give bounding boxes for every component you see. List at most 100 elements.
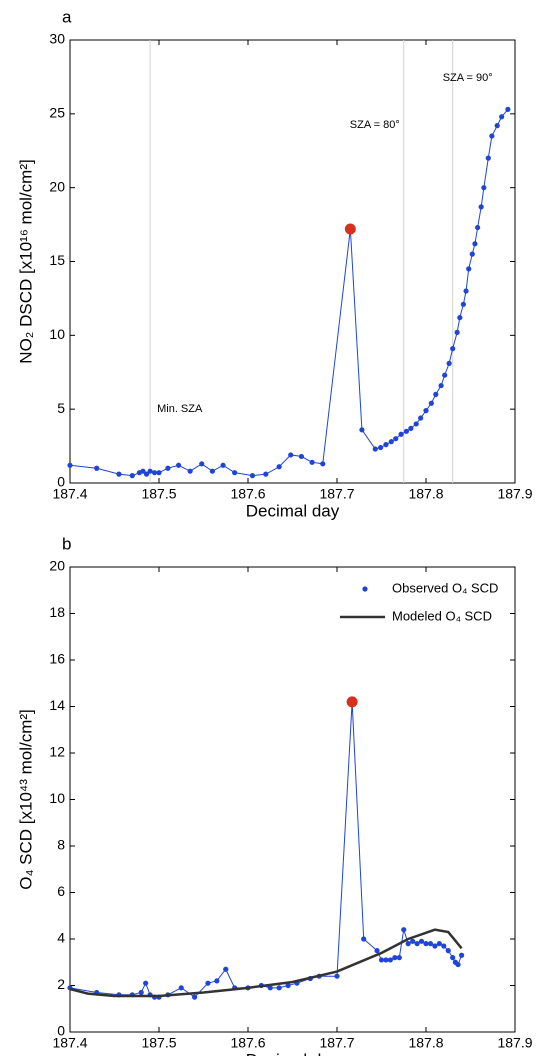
x-tick-label: 187.7	[319, 486, 354, 502]
data-point	[446, 360, 452, 366]
y-tick-label: 15	[49, 252, 65, 268]
data-point	[413, 421, 419, 427]
data-point	[288, 452, 294, 458]
data-point	[387, 957, 393, 963]
panel-label: a	[62, 7, 72, 26]
data-point	[361, 936, 367, 942]
x-tick-label: 187.9	[497, 486, 532, 502]
data-point	[410, 938, 416, 944]
data-point	[403, 428, 410, 434]
data-point	[489, 133, 495, 139]
data-point	[267, 985, 273, 991]
data-point	[438, 382, 444, 389]
data-point	[475, 224, 481, 231]
y-tick-label: 2	[57, 976, 65, 992]
data-point	[436, 941, 442, 947]
data-point	[393, 436, 399, 442]
data-point	[459, 952, 465, 958]
x-axis-title: Decimal day	[246, 1050, 340, 1056]
data-point	[334, 973, 340, 979]
annotation: Min. SZA	[157, 403, 203, 415]
y-tick-label: 30	[49, 31, 65, 47]
data-point	[457, 315, 463, 321]
y-tick-label: 25	[49, 105, 65, 121]
annotation: SZA = 90°	[443, 72, 493, 84]
data-point	[143, 471, 150, 477]
data-point	[401, 927, 407, 933]
data-point	[466, 266, 472, 272]
annotation: SZA = 80°	[350, 119, 400, 131]
data-point	[263, 471, 269, 477]
data-point	[138, 989, 144, 996]
data-point	[442, 372, 448, 378]
data-point	[359, 427, 365, 433]
data-point	[140, 468, 146, 474]
data-point	[405, 941, 411, 947]
data-point	[187, 468, 193, 474]
data-point	[481, 185, 487, 191]
x-tick-label: 187.5	[141, 1035, 176, 1051]
data-point	[418, 938, 425, 944]
data-point	[214, 978, 220, 984]
data-line	[69, 109, 509, 477]
data-point	[383, 957, 389, 963]
data-point	[298, 453, 304, 460]
y-tick-label: 20	[49, 178, 65, 194]
y-tick-label: 10	[49, 326, 65, 342]
data-point	[388, 439, 394, 445]
data-point	[209, 468, 215, 474]
data-point	[199, 461, 205, 467]
data-point	[165, 465, 171, 471]
data-point	[450, 346, 456, 352]
data-point	[276, 985, 282, 991]
data-point	[205, 980, 211, 986]
data-point	[499, 114, 505, 120]
y-tick-label: 10	[49, 790, 65, 806]
data-point	[408, 425, 414, 431]
legend-marker	[362, 586, 368, 592]
data-point	[374, 948, 380, 954]
data-point	[427, 941, 434, 947]
x-axis-title: Decimal day	[246, 501, 340, 520]
data-point	[175, 462, 182, 468]
x-tick-label: 187.8	[408, 486, 443, 502]
plot-area	[69, 39, 516, 484]
x-tick-label: 187.9	[497, 1035, 532, 1051]
data-point	[320, 461, 326, 467]
legend-label: Modeled O₄ SCD	[392, 608, 492, 623]
x-tick-label: 187.6	[230, 486, 265, 502]
data-point	[396, 955, 402, 961]
y-tick-label: 5	[57, 400, 65, 416]
data-point	[147, 468, 153, 474]
y-tick-label: 18	[49, 604, 65, 620]
plot-area	[69, 566, 516, 1033]
data-point	[156, 470, 162, 476]
y-tick-label: 14	[49, 697, 65, 713]
data-point	[423, 941, 429, 947]
model-line	[69, 928, 463, 998]
legend-label: Observed O₄ SCD	[392, 580, 498, 595]
data-point	[129, 473, 135, 479]
data-point	[423, 408, 429, 414]
data-point	[398, 431, 404, 437]
data-point	[494, 123, 500, 129]
y-tick-label: 4	[57, 930, 65, 946]
data-point	[433, 391, 439, 397]
y-axis-title: O₄ SCD [x10⁴³ mol/cm²]	[16, 709, 35, 889]
x-tick-label: 187.8	[408, 1035, 443, 1051]
data-point	[505, 106, 511, 113]
data-point	[192, 994, 198, 1000]
data-point	[454, 329, 460, 335]
data-point	[178, 985, 184, 991]
data-point	[151, 470, 158, 476]
data-point	[478, 204, 484, 210]
y-tick-label: 8	[57, 837, 65, 853]
data-line	[69, 701, 463, 998]
data-point	[383, 442, 389, 448]
data-point	[309, 459, 315, 465]
data-point	[469, 251, 475, 257]
data-point	[116, 471, 122, 477]
data-point	[428, 400, 434, 406]
x-tick-label: 187.4	[52, 1035, 87, 1051]
